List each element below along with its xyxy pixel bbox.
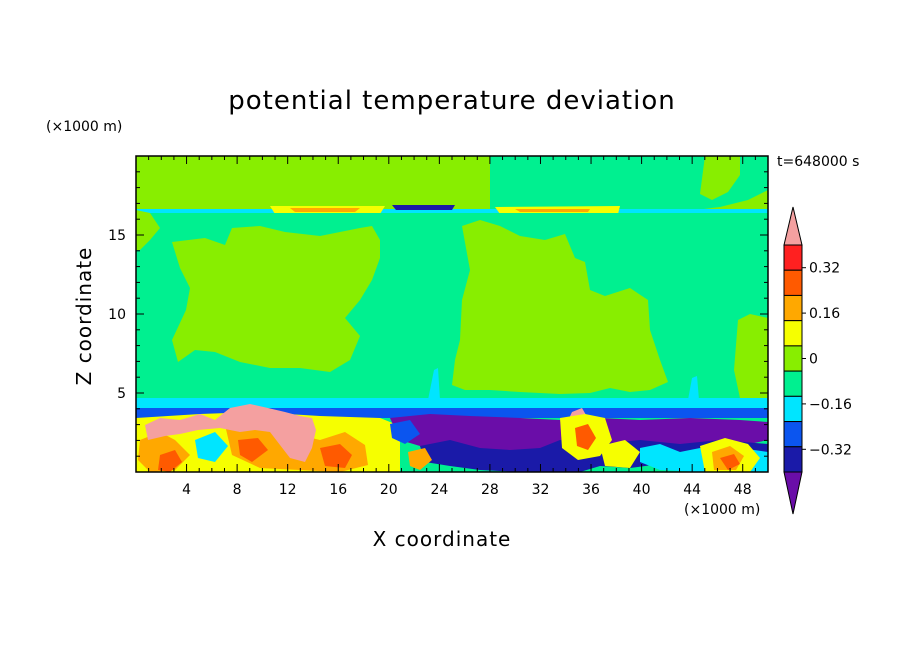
contour-field	[136, 156, 768, 472]
colorbar-box	[783, 269, 803, 296]
colorbar-label: 0.32	[809, 261, 840, 277]
colorbar-box	[783, 294, 803, 322]
colorbar: 0.32 0.16 0 −0.16 −0.32	[783, 206, 852, 515]
bl-cyan-left	[195, 432, 228, 462]
x-ticks: 4 8 12 16 20 24 28 32 36 40 44 48	[148, 156, 756, 498]
tropopause-warm-right-core	[515, 209, 590, 212]
bl-warm-mid-2	[600, 440, 640, 468]
y-tick-label: 10	[108, 307, 126, 323]
tropopause-cold	[392, 205, 455, 210]
cyan-plume-1	[428, 368, 440, 400]
boundary-base-cyan	[136, 398, 768, 408]
x-tick-label: 40	[633, 482, 651, 498]
colorbar-label: 0	[809, 352, 818, 368]
x-axis-label: X coordinate	[372, 527, 512, 551]
y-axis-unit: (×1000 m)	[46, 119, 123, 135]
y-tick-label: 15	[108, 228, 126, 244]
mid-warm-lobe-1	[172, 226, 380, 372]
mid-warm-lobe-2	[452, 220, 668, 394]
colorbar-label: −0.32	[809, 442, 852, 458]
bl-red-mid	[575, 424, 596, 450]
colorbar-box	[783, 421, 803, 448]
y-tick-label: 5	[117, 386, 126, 402]
colorbar-min-arrow	[783, 471, 803, 515]
y-ticks: 5 10 15	[108, 171, 768, 457]
field-upper-right-cool	[490, 156, 768, 213]
chart-title: potential temperature deviation	[228, 86, 676, 116]
tropopause-cyan	[136, 209, 768, 213]
x-tick-label: 20	[380, 482, 398, 498]
x-tick-label: 24	[430, 482, 448, 498]
x-axis-unit: (×1000 m)	[684, 502, 761, 518]
time-label: t=648000 s	[777, 154, 860, 170]
x-tick-label: 36	[582, 482, 600, 498]
colorbar-box	[783, 345, 803, 372]
bl-orange-mid	[408, 448, 432, 470]
colorbar-box	[783, 320, 803, 347]
colorbar-label: −0.16	[809, 397, 852, 413]
x-tick-label: 4	[182, 482, 191, 498]
bl-blue-mid	[390, 420, 420, 444]
x-tick-label: 44	[683, 482, 701, 498]
x-tick-label: 28	[481, 482, 499, 498]
mid-warm-lobe-3	[734, 314, 768, 398]
mid-warm-lobe-4	[136, 210, 160, 250]
cyan-plume-2	[688, 376, 699, 400]
colorbar-box	[783, 446, 803, 473]
colorbar-max-arrow	[783, 206, 803, 246]
bl-red-right	[720, 454, 740, 470]
bl-pink-cap	[145, 404, 316, 462]
bl-red-left-2	[238, 438, 268, 462]
colorbar-box	[783, 370, 803, 397]
colorbar-label: 0.16	[809, 306, 840, 322]
field-upper-right-warm	[700, 156, 740, 200]
colorbar-box	[783, 244, 803, 271]
x-tick-label: 8	[233, 482, 242, 498]
bl-red-left-3	[320, 444, 352, 468]
colorbar-box	[783, 395, 803, 423]
x-tick-label: 12	[279, 482, 297, 498]
x-tick-label: 48	[734, 482, 752, 498]
x-tick-label: 32	[532, 482, 550, 498]
tropopause-warm-left-core	[290, 208, 360, 212]
bl-red-left	[158, 450, 182, 472]
x-tick-label: 16	[329, 482, 347, 498]
